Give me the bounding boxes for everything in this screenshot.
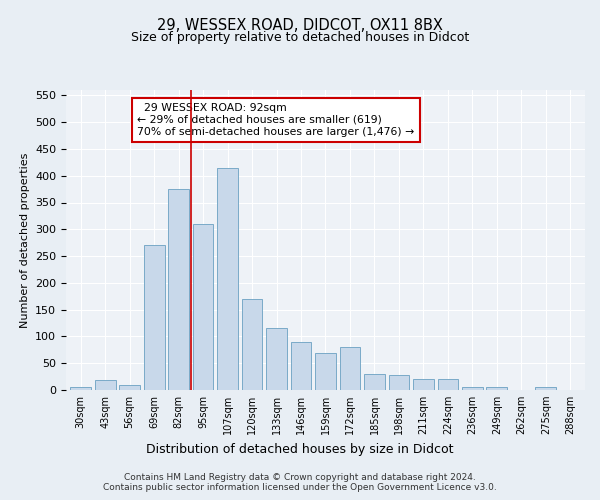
Bar [340,347,361,390]
Bar [242,299,262,390]
Bar [437,380,458,390]
Text: 29 WESSEX ROAD: 92sqm
← 29% of detached houses are smaller (619)
70% of semi-det: 29 WESSEX ROAD: 92sqm ← 29% of detached … [137,104,414,136]
Bar [193,224,214,390]
Text: 29, WESSEX ROAD, DIDCOT, OX11 8BX: 29, WESSEX ROAD, DIDCOT, OX11 8BX [157,18,443,32]
Bar [95,380,116,390]
Bar [413,380,434,390]
Bar [70,388,91,390]
Text: Distribution of detached houses by size in Didcot: Distribution of detached houses by size … [146,442,454,456]
Text: Contains public sector information licensed under the Open Government Licence v3: Contains public sector information licen… [103,484,497,492]
Bar [290,342,311,390]
Bar [462,388,483,390]
Y-axis label: Number of detached properties: Number of detached properties [20,152,29,328]
Bar [487,388,507,390]
Bar [315,352,336,390]
Bar [119,384,140,390]
Bar [535,388,556,390]
Bar [364,374,385,390]
Bar [168,189,189,390]
Text: Contains HM Land Registry data © Crown copyright and database right 2024.: Contains HM Land Registry data © Crown c… [124,472,476,482]
Text: Size of property relative to detached houses in Didcot: Size of property relative to detached ho… [131,31,469,44]
Bar [144,246,164,390]
Bar [217,168,238,390]
Bar [266,328,287,390]
Bar [389,375,409,390]
